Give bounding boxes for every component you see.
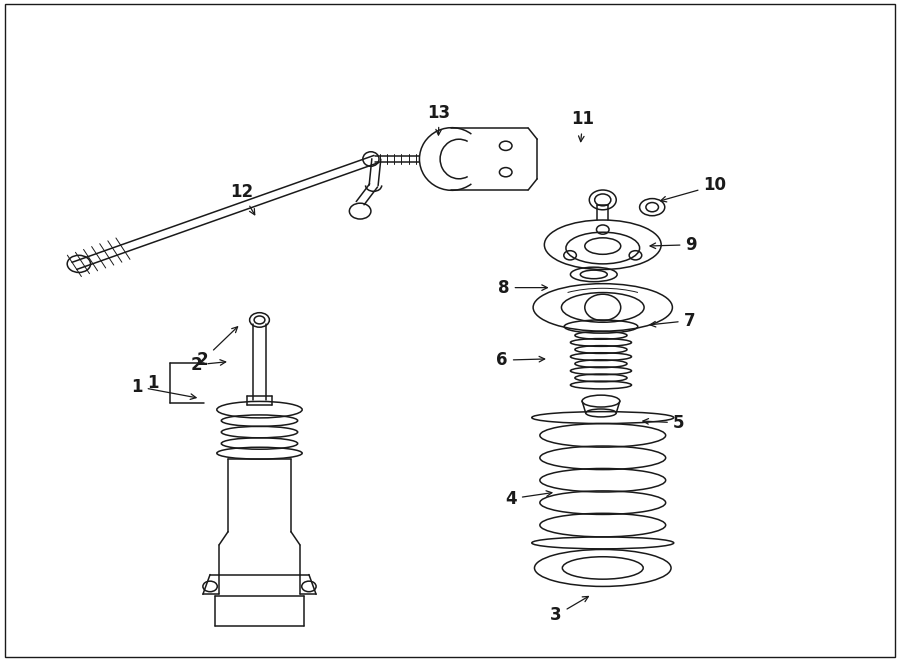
Text: 1: 1 [148, 374, 159, 392]
Text: 11: 11 [572, 110, 595, 141]
Text: 2: 2 [197, 327, 238, 369]
Text: 13: 13 [428, 104, 451, 135]
Text: 4: 4 [505, 490, 552, 508]
Text: 5: 5 [643, 414, 684, 432]
Text: 9: 9 [650, 236, 698, 254]
Text: 10: 10 [661, 176, 726, 202]
Text: 2: 2 [191, 356, 226, 374]
Text: 8: 8 [499, 279, 547, 297]
Text: 6: 6 [497, 351, 544, 369]
Text: 7: 7 [650, 311, 696, 330]
Text: 1: 1 [131, 377, 196, 399]
Text: 3: 3 [550, 596, 589, 625]
Text: 12: 12 [230, 183, 255, 215]
